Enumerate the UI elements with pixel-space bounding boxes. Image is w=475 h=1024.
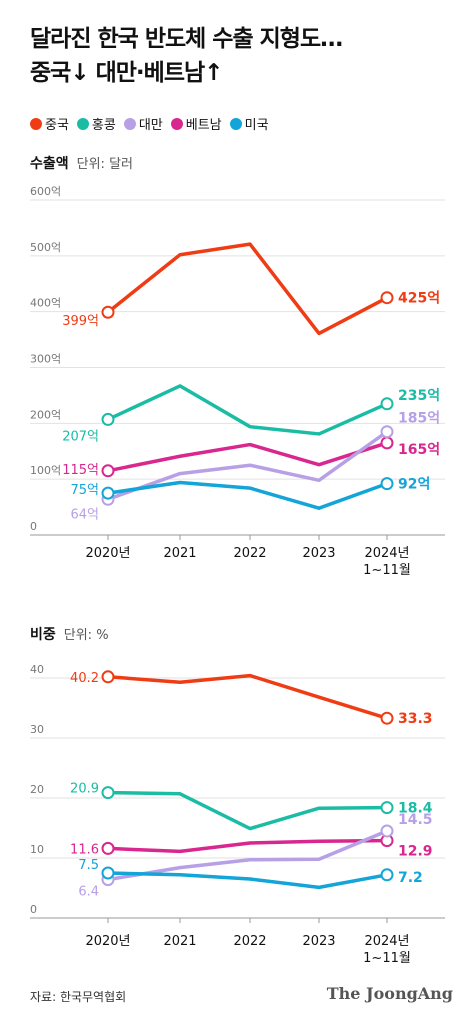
export-point-usa-0	[101, 486, 115, 500]
share-series-line-taiwan	[106, 829, 389, 882]
legend-label-usa: 미국	[244, 118, 269, 133]
export-y-tick-label: 500억	[30, 241, 61, 254]
export-start-label-taiwan: 64억	[70, 507, 99, 522]
share-section-label: 비중 단위: %	[30, 624, 109, 644]
legend-dot-vietnam	[170, 117, 183, 130]
share-point-vietnam-0	[101, 841, 115, 855]
export-y-tick-label: 600억	[30, 185, 61, 198]
brand-logo: The JoongAng	[326, 984, 453, 1003]
share-start-label-usa: 7.5	[78, 858, 99, 873]
export-series-line-usa	[106, 480, 389, 510]
export-point-vietnam-0	[101, 464, 115, 478]
share-y-tick-label: 20	[30, 783, 44, 796]
legend-label-hongkong: 홍콩	[91, 118, 116, 133]
export-end-label-vietnam: 165억	[398, 442, 440, 458]
share-unit: 단위: %	[63, 628, 109, 643]
export-y-tick-label: 0	[30, 520, 37, 533]
legend-label-vietnam: 베트남	[185, 118, 222, 133]
legend-dot-hongkong	[76, 117, 89, 130]
legend-dot-usa	[229, 117, 242, 130]
export-start-label-china: 399억	[62, 314, 99, 329]
export-end-label-hongkong: 235억	[398, 388, 440, 404]
source-note: 자료: 한국무역협회	[30, 990, 127, 1004]
export-series-line-taiwan	[106, 429, 389, 502]
export-section-label: 수출액 단위: 달러	[30, 153, 133, 173]
share-label: 비중	[30, 627, 56, 643]
share-y-tick-label: 40	[30, 663, 44, 676]
export-start-label-vietnam: 115억	[62, 463, 99, 478]
share-point-hongkong-0	[101, 786, 115, 800]
share-x-tick-label: 2020년	[85, 934, 130, 949]
title-line-1: 달라진 한국 반도체 수출 지형도…	[30, 26, 343, 52]
export-series-line-vietnam	[106, 441, 389, 473]
share-point-hongkong-4	[380, 801, 394, 815]
share-point-usa-4	[380, 868, 394, 882]
export-end-label-usa: 92억	[398, 477, 430, 493]
share-start-label-china: 40.2	[70, 671, 99, 686]
export-unit: 단위: 달러	[76, 157, 133, 172]
share-end-label-hongkong: 18.4	[398, 801, 433, 817]
share-start-label-taiwan: 6.4	[78, 885, 99, 900]
share-point-china-4	[380, 711, 394, 725]
legend-label-taiwan: 대만	[138, 118, 163, 133]
share-y-tick-label: 10	[30, 843, 44, 856]
share-x-tick-label: 2024년 1~11월	[363, 934, 411, 966]
export-label: 수출액	[30, 156, 69, 172]
share-x-tick-label: 2022	[233, 934, 266, 949]
export-point-hongkong-0	[101, 412, 115, 426]
share-end-label-taiwan: 14.5	[398, 812, 433, 828]
export-end-label-taiwan: 185억	[398, 411, 440, 427]
share-end-label-china: 33.3	[398, 711, 433, 727]
export-point-china-4	[380, 291, 394, 305]
share-start-label-hongkong: 20.9	[70, 782, 99, 797]
share-point-usa-0	[101, 866, 115, 880]
export-y-tick-label: 300억	[30, 353, 61, 366]
export-y-tick-label: 100억	[30, 464, 61, 477]
legend-label-china: 중국	[45, 118, 69, 133]
title-line-2: 중국↓ 대만·베트남↑	[30, 60, 223, 86]
share-line-chart: 0 10 20 30 40 2020년 2021 2022 2023 2024년 1~11월 40.2…	[30, 663, 445, 966]
export-start-label-hongkong: 207억	[62, 429, 99, 444]
share-end-label-vietnam: 12.9	[398, 844, 433, 860]
share-point-taiwan-4	[380, 824, 394, 838]
chart-title: 달라진 한국 반도체 수출 지형도… 중국↓ 대만·베트남↑	[30, 22, 343, 90]
share-x-tick-label: 2021	[163, 934, 196, 949]
export-point-china-0	[101, 305, 115, 319]
legend-item-taiwan: 대만	[123, 114, 163, 133]
share-series-line-china	[106, 673, 389, 720]
export-series-line-china	[106, 242, 389, 336]
export-end-label-china: 425억	[398, 291, 440, 307]
share-series-line-vietnam	[106, 838, 389, 854]
legend-dot-china	[30, 117, 42, 130]
export-point-usa-4	[380, 477, 394, 491]
export-x-tick-label: 2021	[163, 546, 196, 561]
legend-item-vietnam: 베트남	[170, 114, 222, 133]
legend-item-hongkong: 홍콩	[76, 114, 116, 133]
legend-dot-taiwan	[123, 117, 136, 130]
export-y-tick-label: 200억	[30, 408, 61, 421]
share-series-line-hongkong	[106, 790, 389, 831]
export-x-tick-label: 2020년	[85, 546, 130, 561]
export-point-vietnam-4	[380, 436, 394, 450]
export-line-chart: 0 100억 200억 300억 400억 500억 600억 2020년 2021 2022 20…	[30, 185, 445, 578]
export-point-taiwan-4	[380, 425, 394, 439]
export-point-hongkong-4	[380, 397, 394, 411]
share-y-tick-label: 30	[30, 723, 44, 736]
share-end-label-usa: 7.2	[398, 870, 423, 886]
export-x-tick-label: 2024년 1~11월	[363, 546, 411, 578]
legend: 중국 홍콩 대만 베트남 미국	[30, 114, 269, 133]
share-series-line-usa	[106, 871, 389, 890]
share-start-label-vietnam: 11.6	[70, 842, 99, 857]
export-series-line-hongkong	[106, 384, 389, 436]
share-point-china-0	[101, 670, 115, 684]
export-x-tick-label: 2022	[233, 546, 266, 561]
share-y-tick-label: 0	[30, 903, 37, 916]
share-x-tick-label: 2023	[302, 934, 335, 949]
export-start-label-usa: 75억	[70, 483, 99, 498]
export-y-tick-label: 400억	[30, 297, 61, 310]
legend-item-china: 중국	[30, 114, 69, 133]
legend-item-usa: 미국	[229, 114, 269, 133]
export-x-tick-label: 2023	[302, 546, 335, 561]
